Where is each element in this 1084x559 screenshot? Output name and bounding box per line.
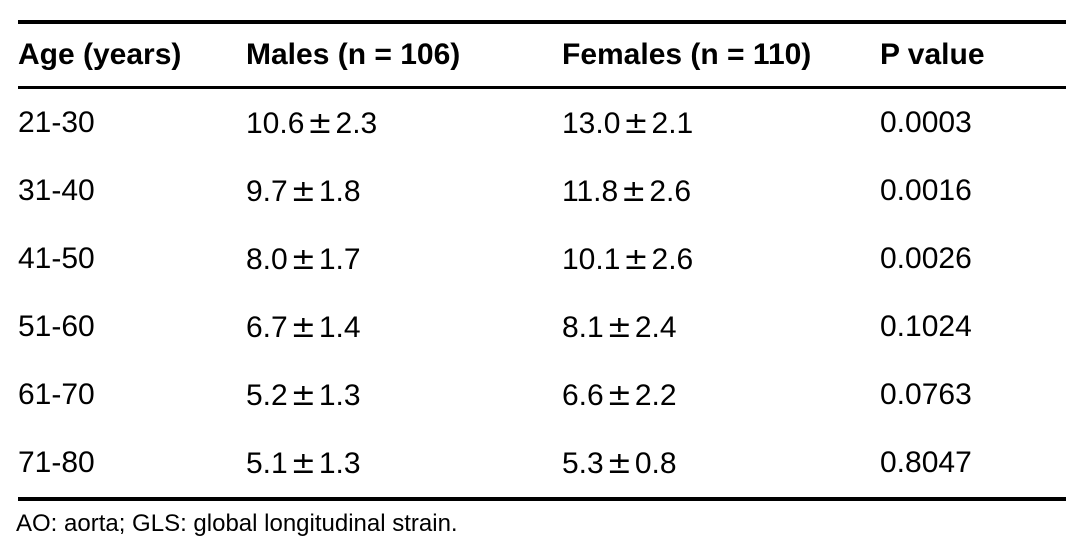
age-range-cell: 31-40 bbox=[18, 174, 95, 207]
females-value-cell: 10.1 ±2.6 bbox=[562, 242, 880, 277]
value-sd: 1.3 bbox=[318, 446, 361, 480]
plus-minus-symbol: ± bbox=[307, 105, 333, 141]
value-sd: 1.7 bbox=[318, 242, 361, 276]
column-header-males: Males (n = 106) bbox=[246, 38, 461, 71]
value-mean: 5.1 bbox=[246, 446, 288, 480]
pvalue-cell: 0.0763 bbox=[880, 378, 972, 411]
value-mean: 13.0 bbox=[562, 106, 621, 140]
age-range-cell: 71-80 bbox=[18, 446, 95, 479]
value-sd: 2.4 bbox=[634, 310, 677, 344]
table-top-rule bbox=[18, 20, 1066, 24]
value-mean: 8.0 bbox=[246, 242, 288, 276]
males-value-cell: 9.7 ±1.8 bbox=[246, 174, 562, 209]
value-mean: 5.3 bbox=[562, 446, 604, 480]
value-mean: 11.8 bbox=[562, 174, 619, 208]
pvalue-cell: 0.8047 bbox=[880, 446, 972, 479]
table-row: 71-80 5.1 ±1.3 5.3 ±0.8 0.8047 bbox=[18, 429, 1066, 497]
plus-minus-symbol: ± bbox=[290, 309, 316, 345]
plus-minus-symbol: ± bbox=[290, 445, 316, 481]
column-header-pvalue: P value bbox=[880, 38, 985, 71]
females-value-cell: 8.1 ±2.4 bbox=[562, 310, 880, 345]
males-value-cell: 5.1 ±1.3 bbox=[246, 446, 562, 481]
value-mean: 10.6 bbox=[246, 106, 305, 140]
plus-minus-symbol: ± bbox=[606, 445, 632, 481]
plus-minus-symbol: ± bbox=[290, 377, 316, 413]
value-sd: 0.8 bbox=[634, 446, 677, 480]
plus-minus-symbol: ± bbox=[621, 173, 647, 209]
table-footnote: AO: aorta; GLS: global longitudinal stra… bbox=[16, 510, 458, 537]
column-header-females: Females (n = 110) bbox=[562, 38, 812, 71]
value-mean: 10.1 bbox=[562, 242, 621, 276]
plus-minus-symbol: ± bbox=[606, 377, 632, 413]
males-value-cell: 6.7 ±1.4 bbox=[246, 310, 562, 345]
value-sd: 2.1 bbox=[651, 106, 694, 140]
value-sd: 2.6 bbox=[649, 174, 692, 208]
value-mean: 6.6 bbox=[562, 378, 604, 412]
table-row: 41-50 8.0 ±1.7 10.1 ±2.6 0.0026 bbox=[18, 225, 1066, 293]
data-table: Age (years) Males (n = 106) Females (n =… bbox=[16, 20, 1066, 538]
age-range-cell: 41-50 bbox=[18, 242, 95, 275]
table-header-row: Age (years) Males (n = 106) Females (n =… bbox=[18, 24, 1066, 86]
table-bottom-rule bbox=[18, 497, 1066, 501]
plus-minus-symbol: ± bbox=[623, 241, 649, 277]
age-range-cell: 21-30 bbox=[18, 106, 95, 139]
table-row: 61-70 5.2 ±1.3 6.6 ±2.2 0.0763 bbox=[18, 361, 1066, 429]
value-mean: 8.1 bbox=[562, 310, 604, 344]
pvalue-cell: 0.0003 bbox=[880, 106, 972, 139]
table-row: 51-60 6.7 ±1.4 8.1 ±2.4 0.1024 bbox=[18, 293, 1066, 361]
plus-minus-symbol: ± bbox=[623, 105, 649, 141]
table-row: 21-30 10.6 ±2.3 13.0 ±2.1 0.0003 bbox=[18, 89, 1066, 157]
table-row: 31-40 9.7 ±1.8 11.8 ±2.6 0.0016 bbox=[18, 157, 1066, 225]
females-value-cell: 13.0 ±2.1 bbox=[562, 106, 880, 141]
value-sd: 2.6 bbox=[651, 242, 694, 276]
value-sd: 1.3 bbox=[318, 378, 361, 412]
value-sd: 1.4 bbox=[318, 310, 361, 344]
header-separator-rule bbox=[18, 86, 1066, 89]
plus-minus-symbol: ± bbox=[290, 241, 316, 277]
pvalue-cell: 0.0026 bbox=[880, 242, 972, 275]
plus-minus-symbol: ± bbox=[290, 173, 316, 209]
pvalue-cell: 0.0016 bbox=[880, 174, 972, 207]
males-value-cell: 8.0 ±1.7 bbox=[246, 242, 562, 277]
value-sd: 1.8 bbox=[318, 174, 361, 208]
column-header-age: Age (years) bbox=[18, 38, 182, 71]
age-range-cell: 51-60 bbox=[18, 310, 95, 343]
females-value-cell: 5.3 ±0.8 bbox=[562, 446, 880, 481]
males-value-cell: 10.6 ±2.3 bbox=[246, 106, 562, 141]
value-sd: 2.3 bbox=[335, 106, 378, 140]
females-value-cell: 11.8 ±2.6 bbox=[562, 174, 880, 209]
females-value-cell: 6.6 ±2.2 bbox=[562, 378, 880, 413]
value-sd: 2.2 bbox=[634, 378, 677, 412]
value-mean: 9.7 bbox=[246, 174, 288, 208]
value-mean: 5.2 bbox=[246, 378, 288, 412]
value-mean: 6.7 bbox=[246, 310, 288, 344]
pvalue-cell: 0.1024 bbox=[880, 310, 972, 343]
plus-minus-symbol: ± bbox=[606, 309, 632, 345]
males-value-cell: 5.2 ±1.3 bbox=[246, 378, 562, 413]
age-range-cell: 61-70 bbox=[18, 378, 95, 411]
